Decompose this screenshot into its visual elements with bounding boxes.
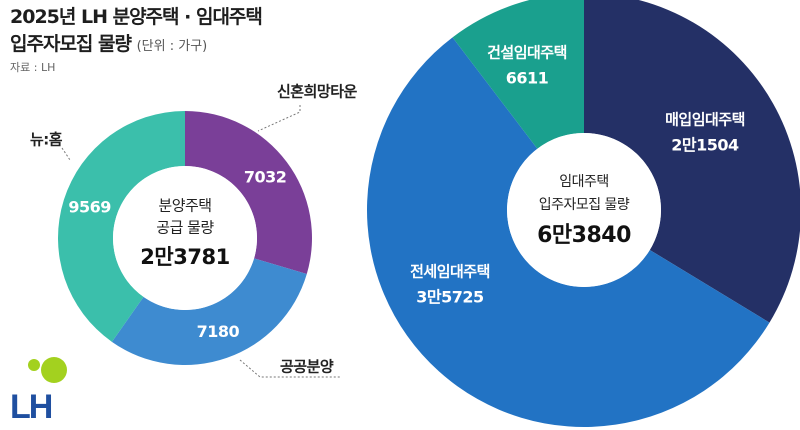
chart1-slice-1-name: 신혼희망타운 [277,83,358,101]
chart1-slice-2-name: 공공분양 [280,358,334,376]
chart1-total: 2만3781 [140,245,229,269]
chart1-center [113,166,257,310]
chart1-slice-3-name: 뉴:홈 [30,131,63,149]
chart2-total: 6만3840 [537,223,631,248]
unit-note: (단위 : 가구) [136,39,208,54]
chart1-leader-2 [239,359,340,378]
chart2-slice-1-name: 매입임대주택 [665,111,745,129]
title-line-2-text: 입주자모집 물량 [10,33,132,55]
logo-dot-large [41,357,67,383]
chart1-center-label-1: 분양주택 [158,197,211,215]
chart1-center-label-2: 공급 물량 [156,219,214,237]
chart1-slice-2-value: 7180 [197,322,240,341]
chart2-slice-2-value: 3만5725 [416,288,484,307]
source-note: 자료 : LH [10,61,56,74]
chart2-slice-1 [584,0,800,323]
chart1-leader-3 [61,147,71,161]
title-line-1: 2025년 LH 분양주택 · 임대주택 [10,6,263,28]
chart1-slice-3-value: 9569 [68,197,111,216]
chart1-slice-1 [185,111,313,274]
chart2-slice-2 [366,37,770,428]
chart1-slice-3 [57,111,185,342]
logo-text: LH [10,388,52,424]
chart2-slice-3 [452,0,584,149]
title-block: 2025년 LH 분양주택 · 임대주택 입주자모집 물량 (단위 : 가구) [10,4,263,60]
lh-logo: LH [10,357,67,424]
chart2-center [507,133,661,287]
chart2-center-label-1: 임대주택 [559,174,609,190]
chart1-leader-1 [257,105,301,132]
chart2-slice-3-name: 건설임대주택 [487,44,567,62]
chart2-slice-3-value: 6611 [506,69,549,88]
title-line-2: 입주자모집 물량 (단위 : 가구) [10,31,262,60]
chart2-slice-1-value: 2만1504 [671,136,739,155]
chart2-slice-2-name: 전세임대주택 [410,263,490,281]
chart2-center-label-2: 입주자모집 물량 [539,197,630,213]
chart1-slice-2 [111,258,307,366]
chart1-slice-1-value: 7032 [244,168,287,187]
logo-dot-small [28,359,40,371]
